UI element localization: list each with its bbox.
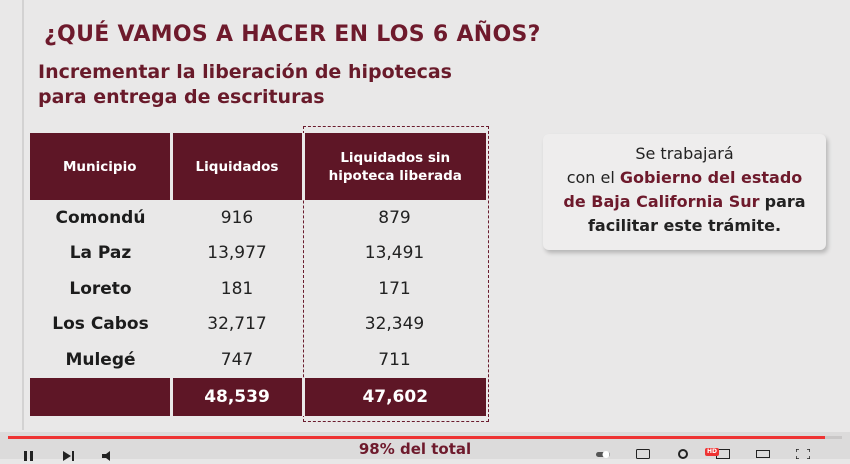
- mortgage-table: Municipio Liquidados Liquidados sin hipo…: [30, 133, 486, 416]
- total-label: [30, 377, 171, 416]
- slide-question: ¿QUÉ VAMOS A HACER EN LOS 6 AÑOS?: [44, 22, 541, 47]
- cell-municipio: Mulegé: [65, 349, 136, 370]
- cell-municipio: Comondú: [55, 207, 146, 228]
- cell-municipio: Loreto: [69, 278, 132, 299]
- callout-box: Se trabajará con el Gobierno del estado …: [543, 134, 826, 250]
- cell-liquidados: 13,977: [207, 243, 267, 264]
- cell-liberada: 171: [378, 278, 411, 299]
- header-liquidados: Liquidados: [169, 133, 303, 200]
- video-progress-bar[interactable]: [8, 436, 842, 439]
- slide-divider-line: [22, 0, 24, 430]
- fullscreen-icon[interactable]: [796, 449, 810, 462]
- callout-line-3-suffix: para: [764, 192, 806, 211]
- cell-liberada: 32,349: [364, 314, 425, 335]
- header-municipio: Municipio: [30, 133, 171, 200]
- player-controls-left: [22, 451, 116, 464]
- subtitle-line-1: Incrementar la liberación de hipotecas: [38, 61, 452, 83]
- volume-icon[interactable]: [102, 451, 116, 464]
- total-liquidados: 48,539: [169, 377, 303, 416]
- settings-icon[interactable]: [676, 449, 690, 462]
- cell-liquidados: 747: [220, 349, 254, 370]
- table-row: Comondú 916 879: [30, 200, 486, 236]
- header-liberada: Liquidados sin hipoteca liberada: [301, 133, 486, 200]
- callout-line-2-prefix: con el: [566, 168, 615, 187]
- total-liberada: 47,602: [301, 377, 486, 416]
- cell-liberada: 13,491: [364, 243, 425, 264]
- table-row: Loreto 181 171: [30, 271, 486, 307]
- cell-municipio: Los Cabos: [52, 314, 149, 335]
- subtitle-line-2: para entrega de escrituras: [38, 86, 325, 108]
- cell-liquidados: 32,717: [207, 314, 267, 335]
- cell-liquidados: 181: [220, 278, 254, 299]
- callout-text: Se trabajará con el Gobierno del estado …: [543, 134, 826, 238]
- theater-icon[interactable]: [756, 449, 770, 462]
- play-icon[interactable]: [22, 451, 36, 464]
- table-row: La Paz 13,977 13,491: [30, 236, 486, 272]
- cell-liberada: 711: [378, 349, 411, 370]
- video-progress-fill: [8, 436, 826, 439]
- callout-accent-2: de Baja California Sur: [563, 192, 760, 211]
- callout-line-1: Se trabajará: [635, 144, 734, 163]
- autoplay-toggle-icon[interactable]: [596, 449, 610, 462]
- next-icon[interactable]: [62, 451, 76, 464]
- cell-municipio: La Paz: [69, 243, 132, 264]
- callout-accent-1: Gobierno del estado: [619, 168, 803, 187]
- table-row: Mulegé 747 711: [30, 342, 486, 378]
- table-header-row: Municipio Liquidados Liquidados sin hipo…: [30, 133, 486, 200]
- hd-badge: HD: [705, 448, 720, 456]
- cell-liquidados: 916: [220, 207, 254, 228]
- slide-subtitle: Incrementar la liberación de hipotecas p…: [38, 60, 452, 110]
- footnote-total: 98% del total: [358, 440, 472, 458]
- table-total-row: 48,539 47,602: [30, 377, 486, 416]
- subtitles-icon[interactable]: [636, 449, 650, 462]
- player-controls-right: [596, 449, 810, 462]
- table-row: Los Cabos 32,717 32,349: [30, 307, 486, 343]
- cell-liberada: 879: [378, 207, 411, 228]
- callout-line-4: facilitar este trámite.: [587, 216, 782, 235]
- highlight-dashed-box: [303, 126, 489, 422]
